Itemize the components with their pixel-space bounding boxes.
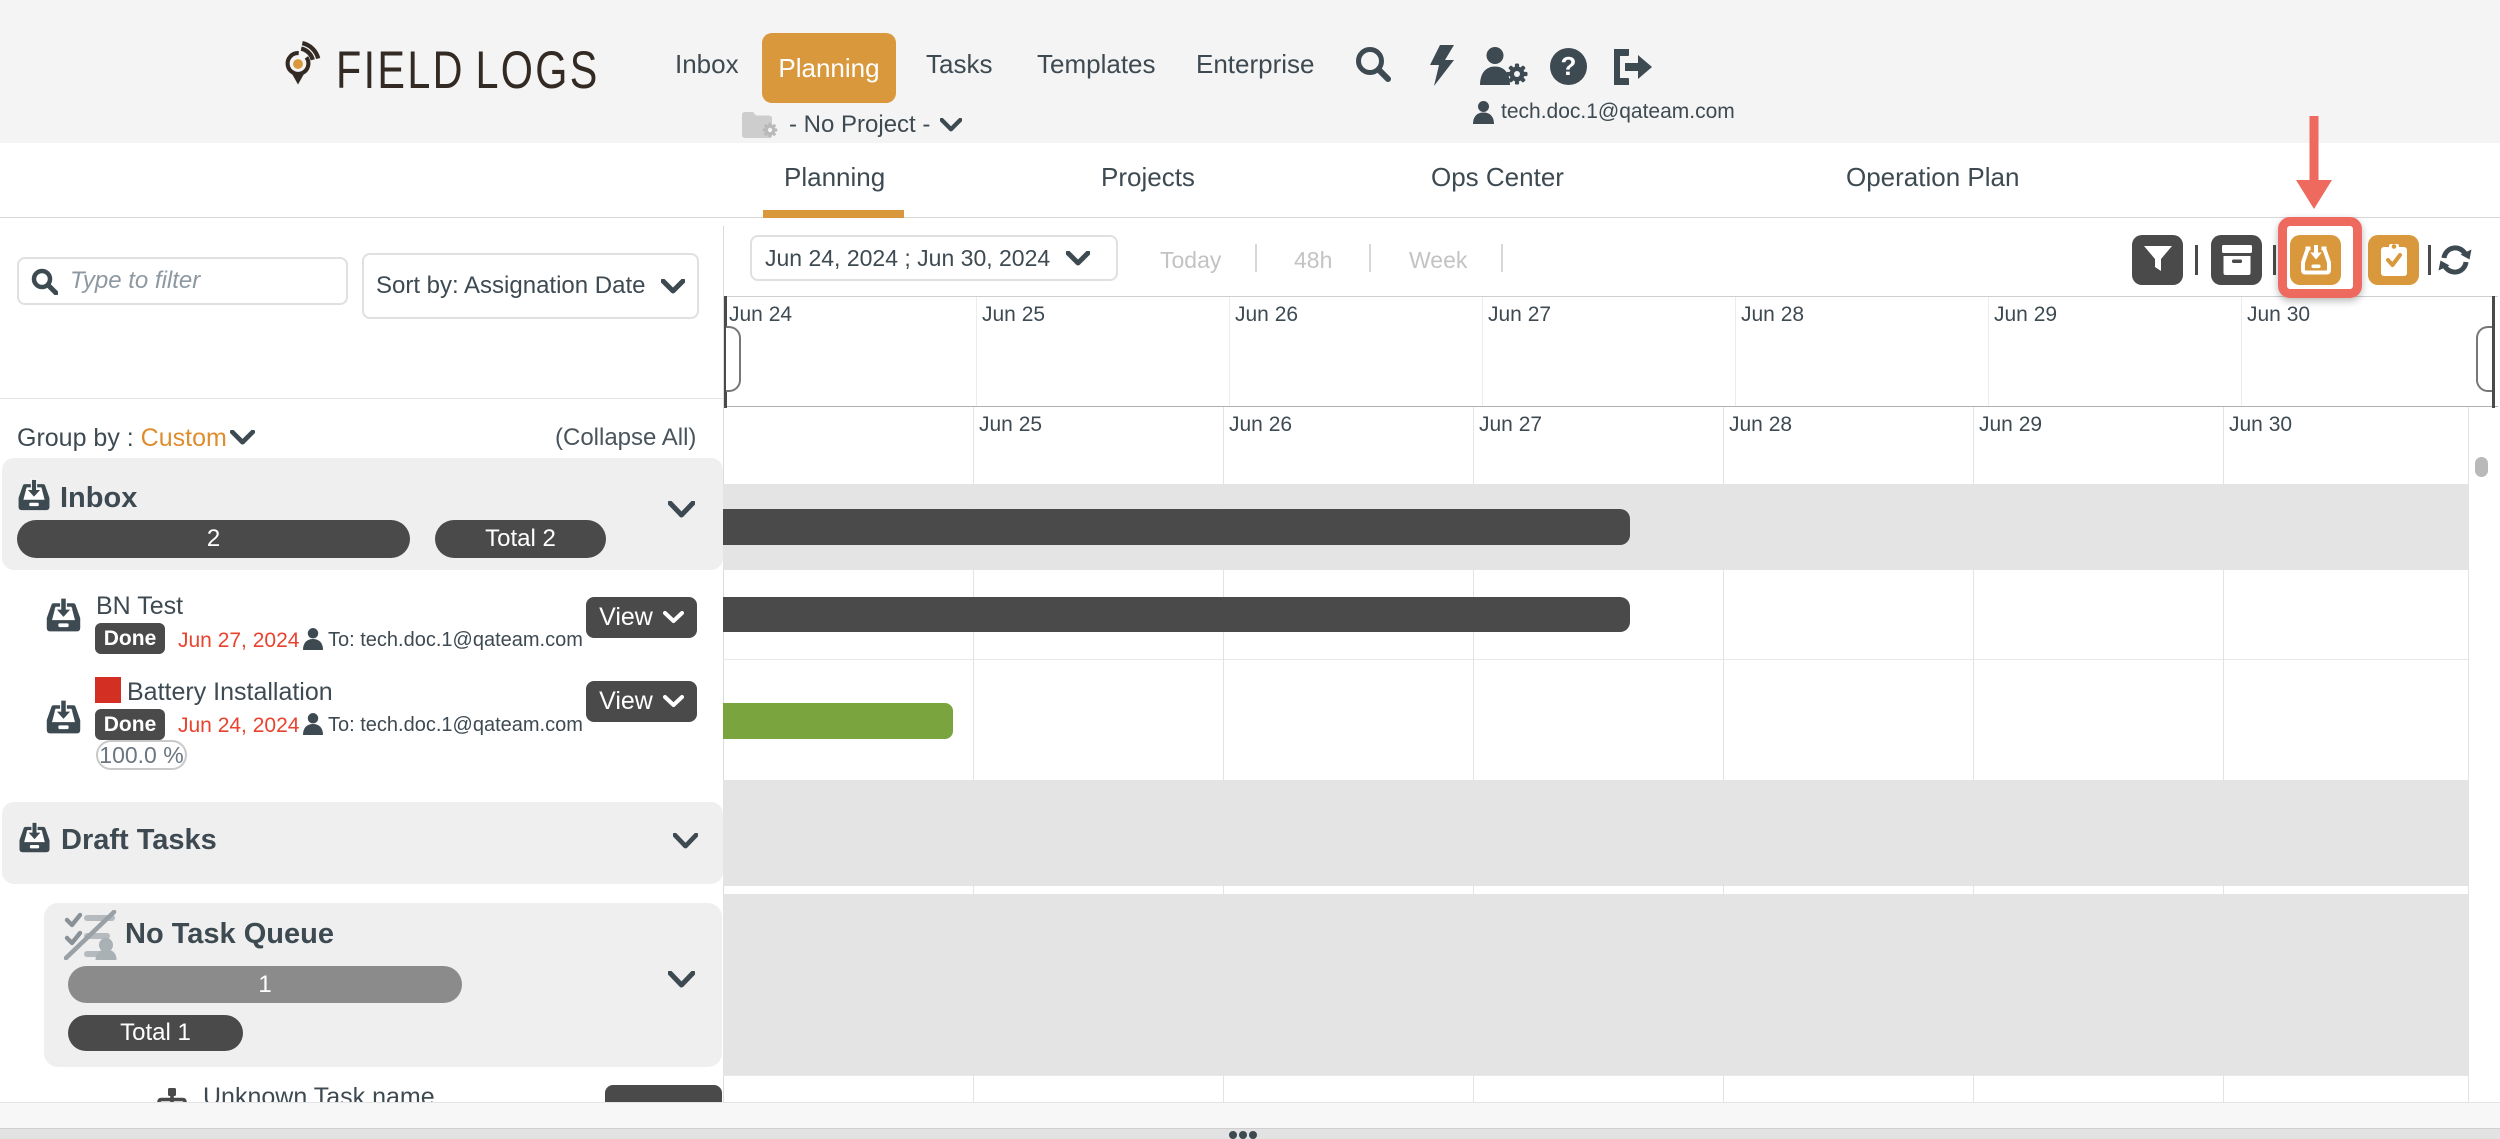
svg-text:?: ? xyxy=(1561,51,1577,81)
